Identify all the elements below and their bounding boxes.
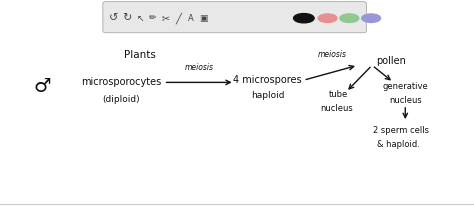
Text: microsporocytes: microsporocytes: [81, 77, 161, 87]
Text: nucleus: nucleus: [320, 104, 353, 113]
Text: Plants: Plants: [124, 50, 156, 59]
Text: ▣: ▣: [200, 14, 208, 23]
Text: ↻: ↻: [122, 13, 132, 23]
Circle shape: [362, 14, 381, 22]
Text: ♂: ♂: [34, 77, 51, 96]
Text: ╱: ╱: [175, 12, 181, 24]
Text: nucleus: nucleus: [389, 96, 422, 105]
Text: & haploid.: & haploid.: [377, 140, 419, 149]
Text: ✏: ✏: [149, 14, 156, 23]
Circle shape: [293, 13, 314, 23]
Circle shape: [318, 14, 337, 22]
Text: (diploid): (diploid): [102, 95, 140, 104]
Text: A: A: [188, 14, 193, 23]
Text: ↺: ↺: [109, 13, 118, 23]
Text: ✂: ✂: [162, 13, 170, 23]
Text: 2 sperm cells: 2 sperm cells: [373, 126, 428, 135]
FancyBboxPatch shape: [103, 1, 366, 33]
Text: ↖: ↖: [137, 14, 144, 23]
Text: meiosis: meiosis: [184, 63, 214, 72]
Text: generative: generative: [383, 82, 428, 91]
Text: tube: tube: [329, 90, 348, 99]
Text: meiosis: meiosis: [317, 50, 346, 59]
Text: 4 microspores: 4 microspores: [234, 75, 302, 85]
Text: pollen: pollen: [376, 56, 406, 66]
Text: haploid: haploid: [251, 91, 284, 100]
Circle shape: [340, 14, 359, 22]
